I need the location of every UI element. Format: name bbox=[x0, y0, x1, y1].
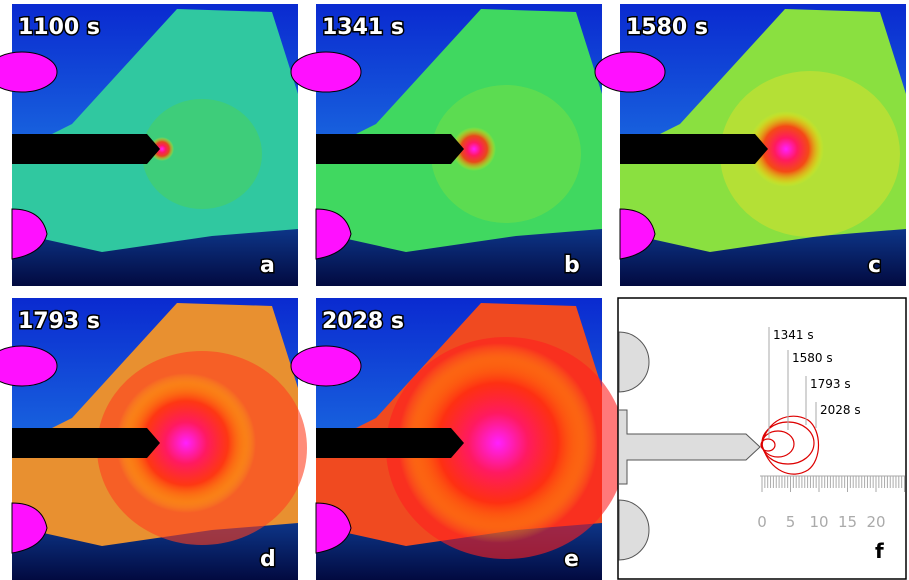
notch-bar bbox=[12, 134, 160, 164]
thermal-image: 1100 s a bbox=[0, 4, 298, 286]
time-label: 1100 s bbox=[18, 15, 100, 40]
hot-blob bbox=[291, 346, 361, 386]
contour-label: 1580 s bbox=[792, 351, 833, 365]
diagram-panel: f 1341 s 1580 s 1793 s 2028 s 0 5 10 15 20 bbox=[618, 298, 906, 579]
time-label: 1793 s bbox=[18, 309, 100, 334]
time-label: 1341 s bbox=[322, 15, 404, 40]
contour-label: 1793 s bbox=[810, 377, 851, 391]
hot-blob bbox=[291, 52, 361, 92]
thermal-image: 1341 s b bbox=[291, 4, 602, 286]
thermal-image: 1793 s d bbox=[0, 298, 307, 580]
panel-letter: c bbox=[868, 253, 881, 278]
notch-bar bbox=[316, 134, 464, 164]
scale-label: 20 bbox=[866, 513, 885, 531]
panel-letter: a bbox=[260, 253, 275, 278]
time-label: 2028 s bbox=[322, 309, 404, 334]
time-label: 1580 s bbox=[626, 15, 708, 40]
thermal-image: 2028 s e bbox=[291, 298, 626, 580]
contour-label: 1341 s bbox=[773, 328, 814, 342]
panel-letter: b bbox=[564, 253, 580, 278]
scale-label: 0 bbox=[757, 513, 767, 531]
panel-letter: d bbox=[260, 547, 276, 572]
notch-bar bbox=[620, 134, 768, 164]
panel-letter: e bbox=[564, 547, 579, 572]
thermal-image: 1580 s c bbox=[595, 4, 906, 286]
notch-bar bbox=[316, 428, 464, 458]
contour-label: 2028 s bbox=[820, 403, 861, 417]
scale-label: 5 bbox=[786, 513, 796, 531]
notch-bar bbox=[12, 428, 160, 458]
figure: 1100 s a 1341 s b 1580 s c 1793 s d 2028 s e f 13… bbox=[0, 0, 909, 580]
scale-label: 10 bbox=[809, 513, 828, 531]
hot-blob bbox=[595, 52, 665, 92]
panel-letter: f bbox=[875, 539, 884, 563]
scale-label: 15 bbox=[838, 513, 857, 531]
